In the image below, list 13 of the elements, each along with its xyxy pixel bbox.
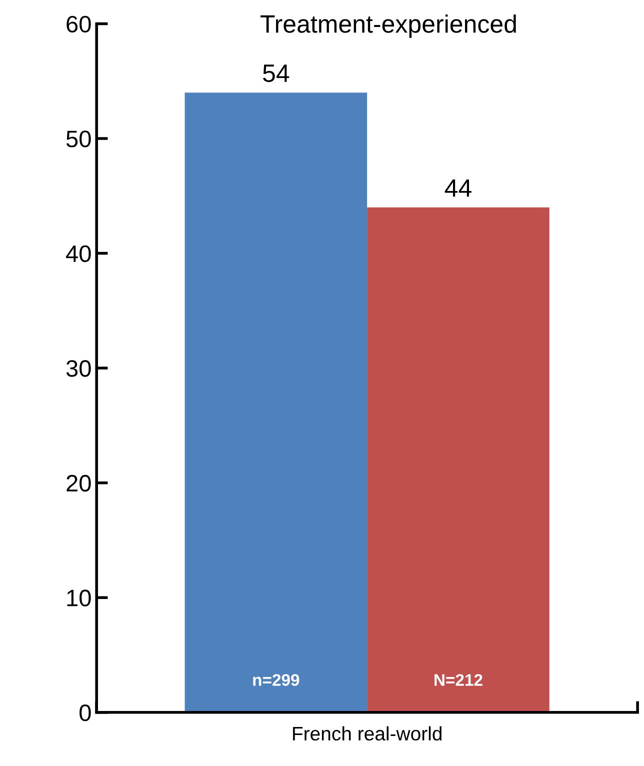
y-tick-label: 10 [67, 590, 91, 606]
y-tick-label: 60 [66, 16, 91, 33]
annotation: n=299 [253, 674, 300, 686]
y-tick-label: 20 [66, 474, 91, 492]
y-tick-label: 50 [66, 130, 91, 148]
x-tick-label: French real-world [293, 726, 442, 741]
y-tick-label: 30 [66, 360, 91, 377]
y-tick-label: 0 [80, 704, 91, 722]
y-tick-label: 40 [66, 245, 91, 262]
annotation: N=212 [434, 674, 482, 686]
data-label: 54 [263, 64, 290, 82]
data-label: 44 [444, 179, 472, 197]
chart-title: Treatment-experienced [260, 14, 516, 38]
